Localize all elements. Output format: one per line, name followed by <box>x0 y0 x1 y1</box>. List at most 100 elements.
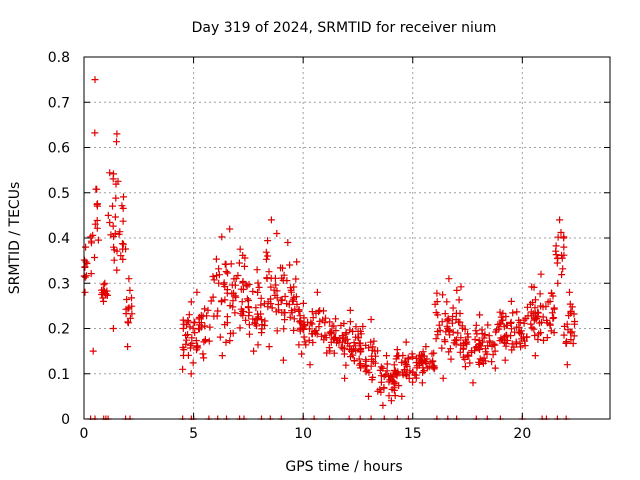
data-point <box>540 336 547 344</box>
data-point <box>568 303 576 311</box>
data-point <box>346 318 354 326</box>
data-point <box>507 318 515 326</box>
data-point <box>245 321 253 329</box>
data-point <box>528 324 536 332</box>
data-point <box>313 330 321 338</box>
data-point <box>390 378 398 386</box>
grid-layer <box>84 57 610 419</box>
data-point <box>332 315 340 323</box>
data-point <box>362 356 370 364</box>
data-point <box>488 358 496 366</box>
data-point <box>402 361 410 369</box>
data-point <box>423 364 431 372</box>
data-point <box>237 305 245 313</box>
data-point <box>516 340 524 347</box>
data-point <box>281 316 289 324</box>
data-point <box>347 353 354 361</box>
data-point <box>499 309 507 317</box>
data-point <box>222 268 230 276</box>
data-point <box>94 236 102 244</box>
data-point <box>215 265 223 273</box>
data-point <box>508 325 515 333</box>
data-point <box>200 338 208 346</box>
data-point <box>326 347 334 355</box>
data-point <box>350 357 358 365</box>
data-point <box>570 310 578 318</box>
data-point <box>182 340 190 348</box>
data-point <box>503 331 511 339</box>
data-point <box>431 300 439 308</box>
data-point <box>560 331 568 339</box>
data-point <box>428 350 436 358</box>
data-point <box>561 322 568 330</box>
data-point <box>480 334 488 342</box>
data-point <box>376 386 384 393</box>
data-point <box>490 340 498 348</box>
data-point <box>501 356 509 364</box>
data-point <box>374 347 382 355</box>
data-point <box>402 371 410 378</box>
data-point <box>484 321 492 329</box>
data-point <box>93 224 101 232</box>
data-point <box>265 343 273 351</box>
data-point <box>469 379 477 387</box>
data-point <box>449 328 457 336</box>
y-axis-label: SRMTID / TECUs <box>7 182 23 295</box>
data-point <box>112 194 120 202</box>
data-point <box>278 297 286 304</box>
data-point <box>89 231 97 239</box>
data-point <box>507 297 515 305</box>
data-point <box>356 348 364 356</box>
data-point <box>454 329 462 337</box>
data-point <box>439 374 447 382</box>
data-point <box>288 297 296 305</box>
data-point <box>91 76 99 84</box>
data-point <box>451 336 459 344</box>
data-point <box>224 269 232 277</box>
data-point <box>558 254 566 262</box>
data-point <box>286 261 294 269</box>
data-point <box>479 359 487 367</box>
data-point <box>91 254 98 261</box>
data-point <box>104 211 112 219</box>
y-tick-label: 0.5 <box>48 186 70 202</box>
data-point <box>560 251 568 259</box>
data-point <box>463 351 471 359</box>
data-point <box>452 309 460 317</box>
data-point <box>332 327 340 335</box>
data-point <box>377 363 385 371</box>
chart-title: Day 319 of 2024, SRMTID for receiver niu… <box>192 20 497 36</box>
data-point <box>234 272 242 279</box>
data-point <box>465 352 473 360</box>
data-point <box>536 290 544 298</box>
data-point <box>430 365 438 373</box>
data-point <box>209 273 217 280</box>
data-point <box>398 369 406 377</box>
ticks-layer: 0 5 10 15 20 0 0.1 0.2 0.3 0.4 0.5 0.6 0.7 0.8 <box>48 50 610 442</box>
data-point <box>372 352 379 360</box>
data-point <box>439 291 447 299</box>
data-point <box>222 338 230 346</box>
data-point <box>262 248 270 256</box>
data-point <box>293 300 301 308</box>
data-point <box>263 275 271 282</box>
data-point <box>516 319 524 326</box>
data-point <box>368 376 376 384</box>
data-point <box>288 309 296 317</box>
data-point <box>365 344 373 352</box>
data-point <box>383 360 391 368</box>
data-point <box>419 348 427 356</box>
data-point <box>239 251 247 259</box>
data-point <box>114 177 122 185</box>
data-point <box>221 296 229 304</box>
data-point <box>190 318 198 326</box>
data-point <box>179 365 187 373</box>
data-point <box>210 276 218 284</box>
data-point <box>258 321 266 329</box>
data-point <box>441 310 449 318</box>
data-point <box>346 326 354 334</box>
data-point <box>290 293 298 301</box>
data-point <box>278 309 286 316</box>
data-point <box>339 345 347 353</box>
data-point <box>377 378 385 386</box>
